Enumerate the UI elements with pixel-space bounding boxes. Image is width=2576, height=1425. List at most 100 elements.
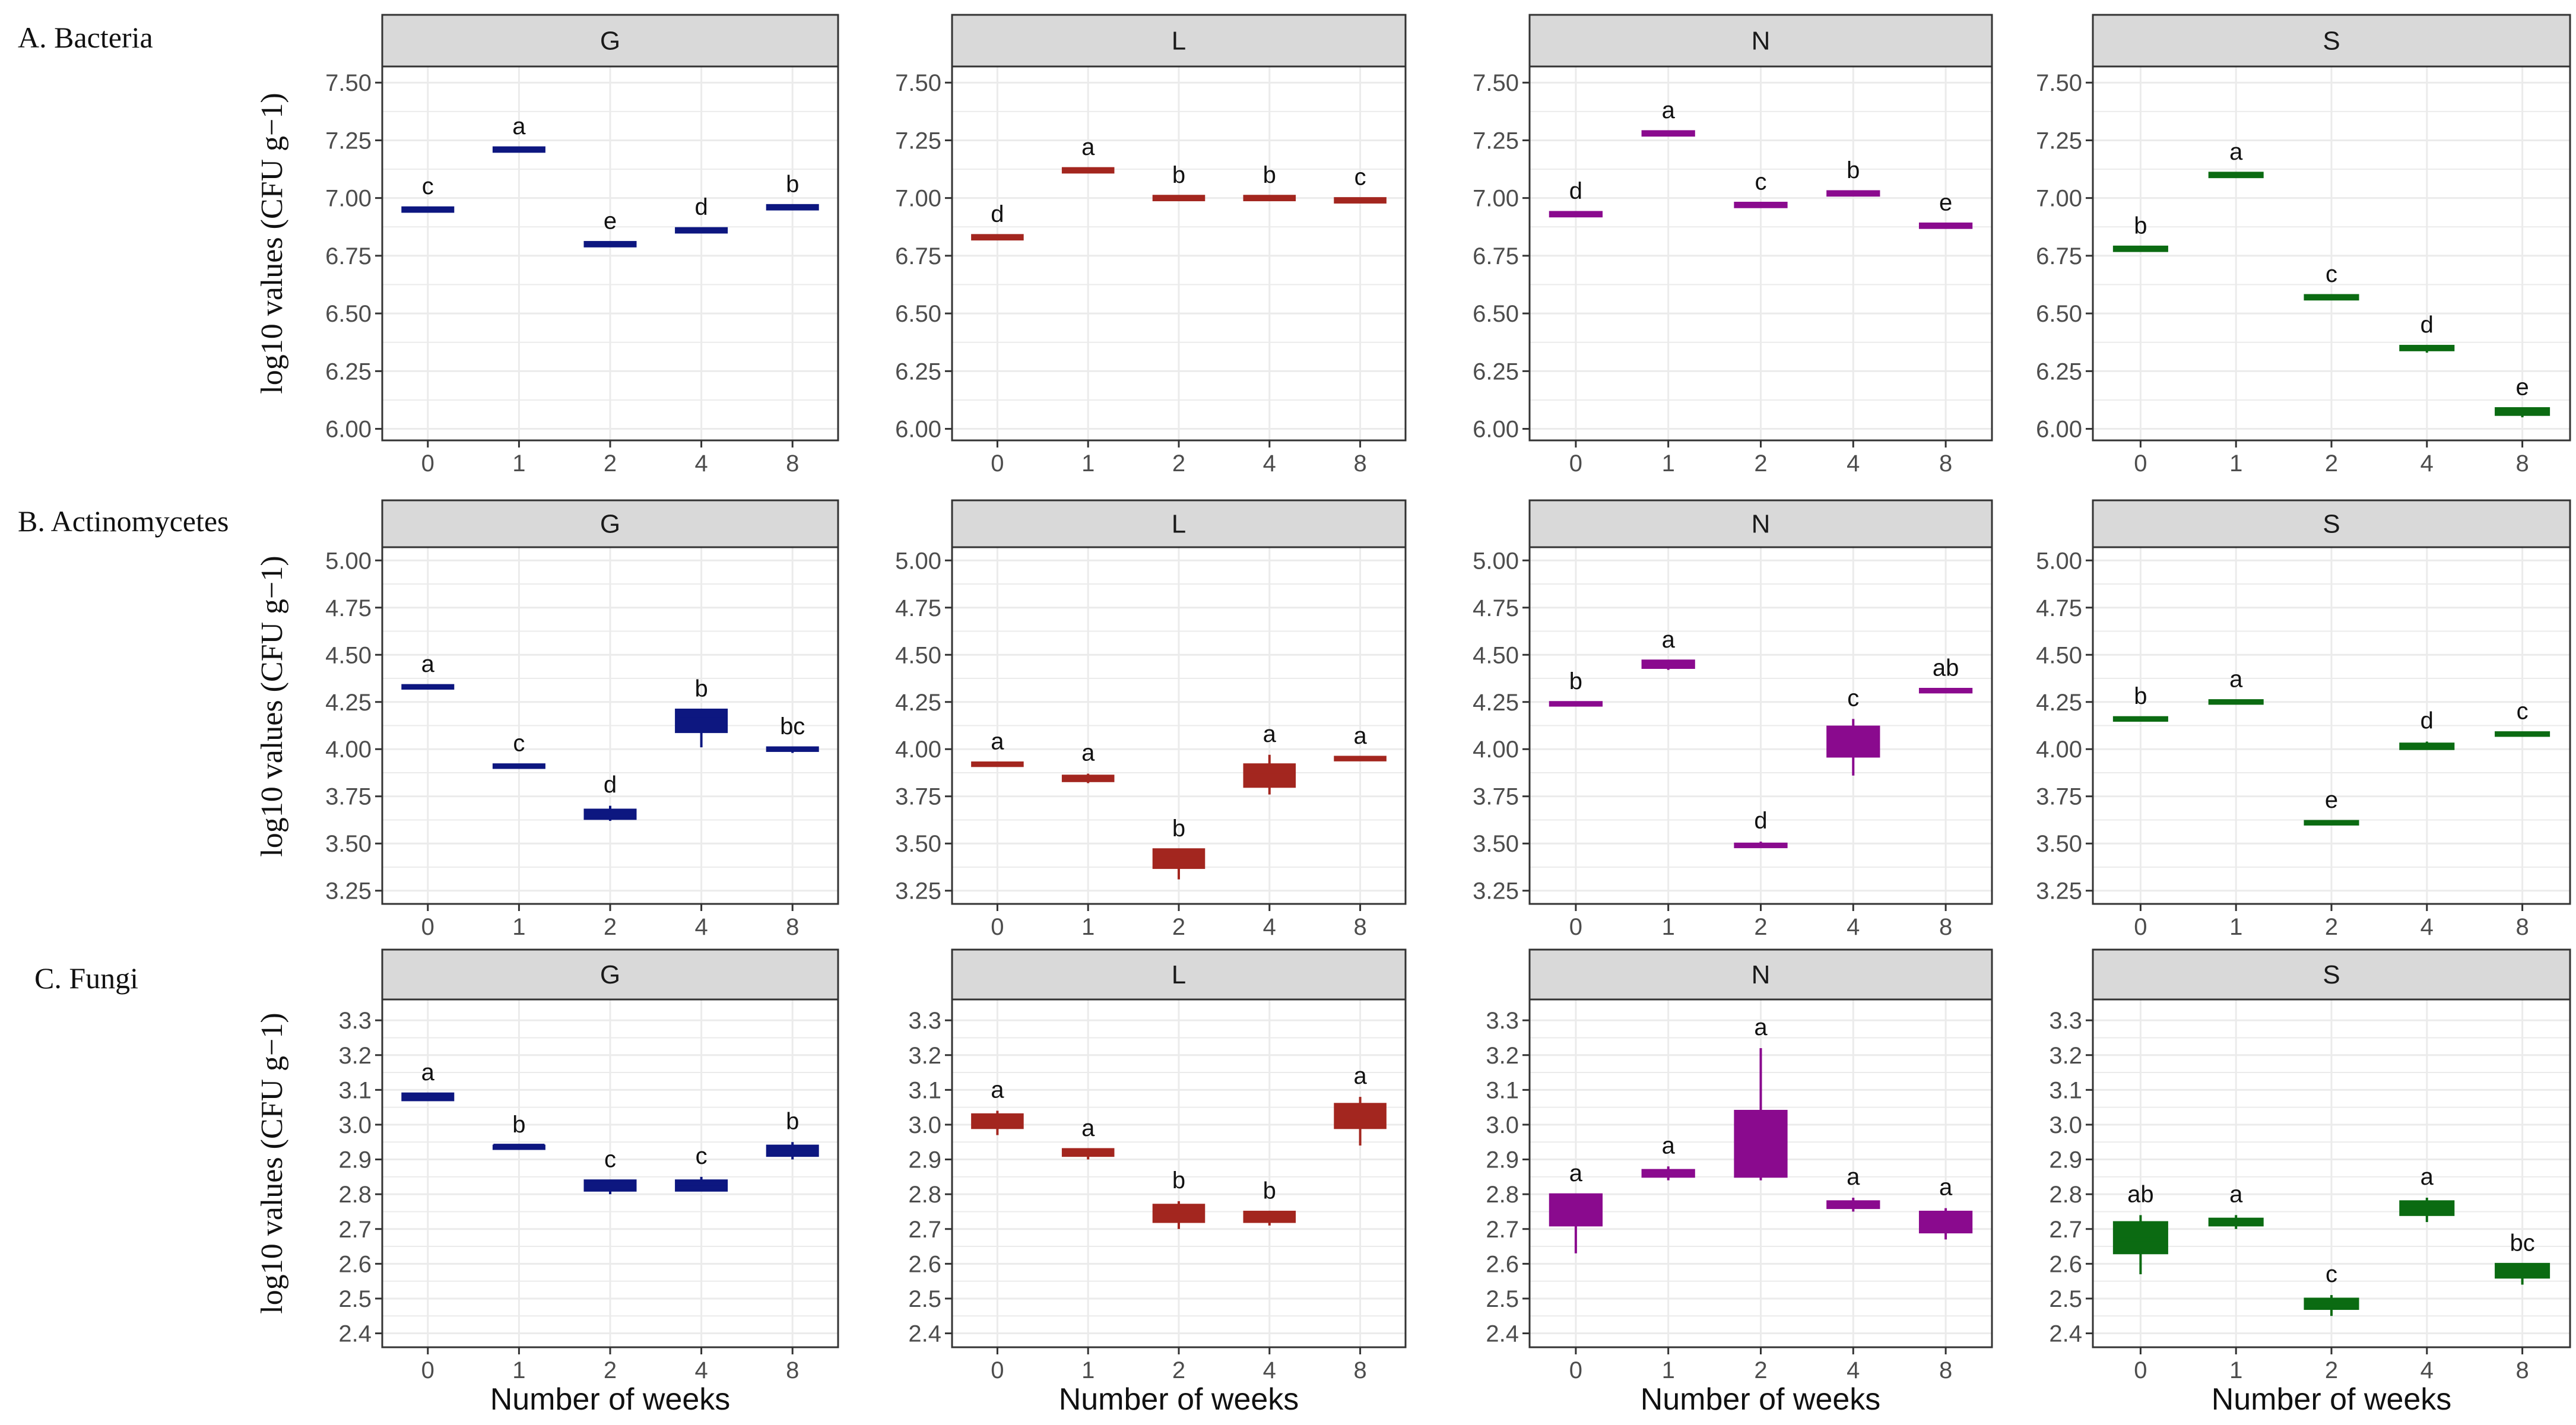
y-tick-label: 3.3 xyxy=(908,1008,941,1034)
significance-letter: b xyxy=(1263,162,1276,188)
y-tick-label: 3.1 xyxy=(908,1077,941,1103)
x-tick-label: 0 xyxy=(2134,914,2147,940)
facet-strip xyxy=(1528,14,1993,68)
panel-bacteria-g: 6.00 6.25 6.50 6.75 7.00 7.25 7.50 0 1 2 4 8 c a e d b G xyxy=(325,14,839,477)
significance-letter: a xyxy=(2229,667,2243,693)
significance-letter: c xyxy=(1847,685,1859,711)
y-tick-label: 3.75 xyxy=(2036,784,2082,810)
x-tick-label: 4 xyxy=(694,450,708,477)
x-tick-label: 4 xyxy=(2420,450,2434,477)
y-tick-label: 2.8 xyxy=(908,1182,941,1208)
significance-letter: a xyxy=(1081,740,1095,766)
x-tick-label: 4 xyxy=(2420,1357,2434,1383)
facet-strip xyxy=(951,948,1407,1001)
y-tick-label: 7.00 xyxy=(895,186,941,212)
facet-strip-label: L xyxy=(1172,960,1186,989)
y-tick-label: 7.00 xyxy=(325,186,372,212)
y-tick-label: 3.1 xyxy=(1486,1077,1519,1103)
x-tick-label: 0 xyxy=(2134,1357,2147,1383)
y-tick-label: 3.2 xyxy=(1486,1043,1519,1069)
x-tick-label: 8 xyxy=(1939,1357,1952,1383)
y-tick-label: 4.75 xyxy=(2036,595,2082,621)
facet-strip xyxy=(2092,499,2571,548)
y-tick-label: 4.75 xyxy=(325,595,372,621)
x-tick-label: 1 xyxy=(1662,450,1675,477)
y-tick-label: 5.00 xyxy=(2036,548,2082,574)
x-tick-label: 4 xyxy=(2420,914,2434,940)
y-tick-label: 7.50 xyxy=(1473,70,1519,96)
y-tick-label: 3.25 xyxy=(895,878,941,904)
box-n-week-4 xyxy=(1826,725,1880,758)
x-tick-label: 8 xyxy=(786,450,799,477)
panel-grid: 6.006.256.506.757.007.257.500 1 2 4 8caedbG6… xyxy=(325,14,2571,1383)
y-tick-label: 7.00 xyxy=(1473,186,1519,212)
y-tick-label: 7.25 xyxy=(325,128,372,154)
y-tick-label: 2.9 xyxy=(1486,1147,1519,1173)
facet-strip xyxy=(1528,948,1993,1001)
x-tick-label: 8 xyxy=(1353,914,1366,940)
facet-strip xyxy=(2092,14,2571,68)
x-tick-label: 4 xyxy=(1847,450,1860,477)
significance-letter: e xyxy=(604,208,617,234)
y-tick-label: 6.75 xyxy=(325,243,372,269)
panel-fungi-s: 2.4 2.5 2.6 2.7 2.8 2.9 3.0 3.1 3.2 3.3 0 1 2 4 8 ab a c a… xyxy=(2049,948,2571,1383)
significance-letter: d xyxy=(1754,808,1767,834)
y-tick-label: 2.8 xyxy=(2049,1182,2082,1208)
panel-bacteria-s: 6.00 6.25 6.50 6.75 7.00 7.25 7.50 0 1 2 4 8 b a c d e S xyxy=(2036,14,2571,477)
y-tick-label: 2.8 xyxy=(1486,1182,1519,1208)
x-tick-label: 1 xyxy=(1081,1357,1095,1383)
significance-letter: b xyxy=(694,675,708,702)
y-tick-label: 7.25 xyxy=(2036,128,2082,154)
y-tick-label: 2.9 xyxy=(2049,1147,2082,1173)
significance-letter: c xyxy=(1755,169,1767,195)
significance-letter: d xyxy=(694,194,708,220)
x-tick-label: 8 xyxy=(786,1357,799,1383)
y-tick-label: 3.50 xyxy=(895,831,941,857)
y-tick-label: 6.00 xyxy=(1473,417,1519,443)
facet-strip xyxy=(1528,499,1993,548)
x-tick-label: 1 xyxy=(2229,450,2242,477)
panel-fungi-n: 2.4 2.5 2.6 2.7 2.8 2.9 3.0 3.1 3.2 3.3 0 1 2 4 8 a a a a a… xyxy=(1486,948,1993,1383)
facet-strip-label: L xyxy=(1172,27,1186,56)
y-tick-label: 6.75 xyxy=(1473,243,1519,269)
facet-strip-label: G xyxy=(600,27,620,56)
y-tick-label: 2.7 xyxy=(2049,1217,2082,1243)
y-tick-label: 3.75 xyxy=(895,784,941,810)
significance-letter: a xyxy=(1754,1014,1768,1040)
x-tick-label: 8 xyxy=(2515,450,2529,477)
x-tick-label: 2 xyxy=(2325,914,2338,940)
y-tick-label: 2.6 xyxy=(338,1251,372,1277)
y-tick-label: 5.00 xyxy=(1473,548,1519,574)
x-tick-label: 0 xyxy=(421,1357,434,1383)
significance-letter: a xyxy=(2420,1164,2434,1190)
x-tick-label: 1 xyxy=(1081,450,1095,477)
y-tick-label: 7.25 xyxy=(895,128,941,154)
x-tick-label: 4 xyxy=(694,914,708,940)
significance-letter: d xyxy=(1569,178,1582,204)
significance-letter: a xyxy=(991,1077,1004,1103)
y-tick-label: 3.0 xyxy=(1486,1112,1519,1138)
facet-strip-label: G xyxy=(600,960,620,989)
y-tick-label: 3.0 xyxy=(338,1112,372,1138)
y-tick-label: 4.25 xyxy=(325,690,372,716)
y-tick-label: 2.4 xyxy=(2049,1321,2082,1347)
significance-letter: e xyxy=(2325,787,2338,813)
y-tick-label: 2.6 xyxy=(1486,1251,1519,1277)
significance-letter: ab xyxy=(2127,1181,2154,1207)
panel-bacteria-n: 6.00 6.25 6.50 6.75 7.00 7.25 7.50 0 1 2 4 8 d a c b e N xyxy=(1473,14,1993,477)
y-tick-label: 2.4 xyxy=(338,1321,372,1347)
y-tick-label: 7.50 xyxy=(325,70,372,96)
y-tick-label: 3.50 xyxy=(1473,831,1519,857)
y-tick-label: 3.2 xyxy=(338,1043,372,1069)
x-tick-label: 2 xyxy=(1754,1357,1767,1383)
significance-letter: d xyxy=(2420,312,2434,338)
y-tick-label: 6.00 xyxy=(2036,417,2082,443)
y-tick-label: 3.1 xyxy=(2049,1077,2082,1103)
facet-strip xyxy=(2092,948,2571,1001)
y-tick-label: 2.5 xyxy=(1486,1286,1519,1312)
y-tick-label: 4.50 xyxy=(1473,642,1519,668)
x-tick-label: 1 xyxy=(1662,914,1675,940)
y-tick-label: 4.50 xyxy=(325,642,372,668)
significance-letter: a xyxy=(991,729,1004,755)
significance-letter: a xyxy=(1353,1063,1367,1089)
